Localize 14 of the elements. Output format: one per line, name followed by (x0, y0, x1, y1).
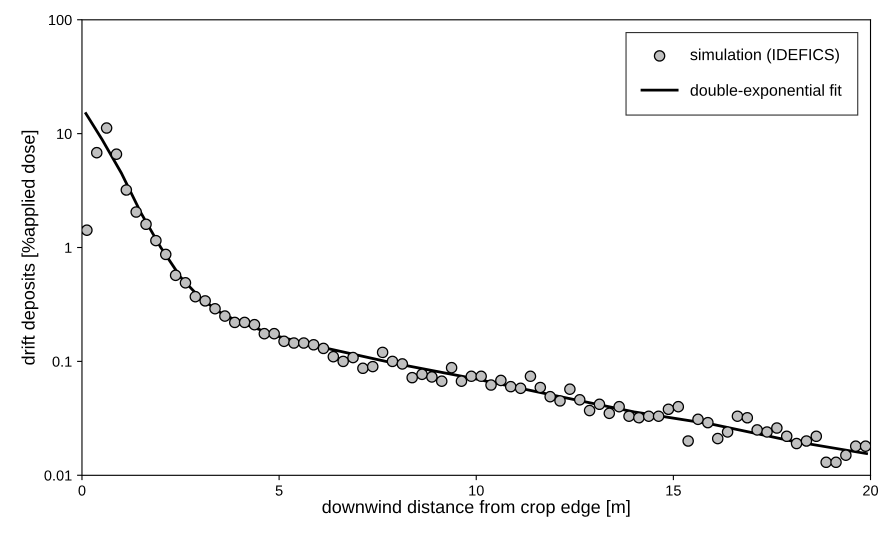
y-tick-label: 1 (65, 242, 72, 253)
legend-label: double-exponential fit (690, 84, 842, 100)
x-tick-label: 15 (666, 486, 681, 496)
x-axis-title: downwind distance from crop edge [m] (322, 500, 630, 517)
x-tick-label: 5 (276, 486, 283, 496)
y-tick-label: 100 (49, 14, 72, 26)
x-tick-label: 10 (469, 485, 484, 496)
y-tick-label: 10 (57, 128, 72, 140)
x-tick-label: 0 (78, 485, 86, 496)
x-tick-label: 20 (863, 485, 878, 496)
y-tick-label: 0.01 (44, 470, 72, 481)
legend-label: simulation (IDEFICS) (690, 48, 839, 64)
y-axis-title: drift deposits [%applied dose] (21, 130, 38, 365)
y-tick-label: 0.1 (52, 356, 72, 367)
